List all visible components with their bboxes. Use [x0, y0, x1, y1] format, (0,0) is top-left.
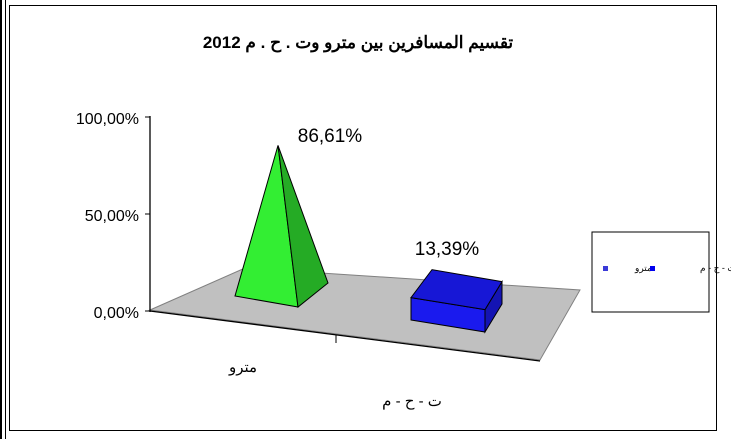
window-border-left-inner — [5, 0, 6, 439]
legend-swatch-metro — [603, 266, 608, 271]
window-border-left — [0, 0, 2, 439]
chart-title: تقسيم المسافرين بين مترو وت . ح . م 2012 — [203, 33, 514, 53]
bar-metro-side-face — [277, 145, 329, 308]
chart-frame — [9, 5, 717, 431]
bar-tcm-top-face — [410, 269, 503, 311]
legend-label-metro: مترو — [634, 263, 652, 274]
y-tick-label-2: 100,00% — [76, 111, 139, 128]
data-label-tcm: 13,39% — [415, 239, 480, 260]
data-label-metro: 86,61% — [298, 126, 363, 147]
chart-floor — [148, 267, 581, 361]
chart-marks — [234, 145, 503, 334]
x-axis — [149, 310, 541, 362]
y-tick-label-0: 0,00% — [94, 305, 139, 322]
legend-box — [591, 231, 710, 313]
y-tick-label-1: 50,00% — [85, 208, 139, 225]
category-label-metro: مترو — [228, 359, 257, 376]
legend-label-tcm: ت - ح - م — [700, 263, 731, 274]
legend-swatch-tcm — [650, 266, 655, 271]
category-label-tcm: ت - ح - م — [382, 393, 442, 410]
